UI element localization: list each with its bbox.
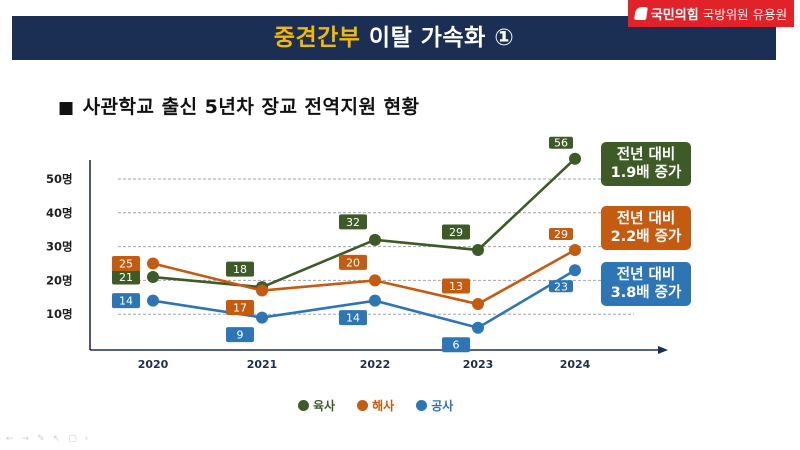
data-label: 29 <box>554 228 568 241</box>
x-tick-label: 2020 <box>138 358 169 371</box>
x-tick-label: 2022 <box>360 358 391 371</box>
legend-dot-airforce-icon <box>416 400 428 411</box>
legend-dot-navy-icon <box>357 400 369 411</box>
data-label-box <box>549 227 573 240</box>
chart-subtitle: ■ 사관학교 출신 5년차 장교 전역지원 현황 <box>58 92 420 119</box>
data-label-box <box>112 293 140 309</box>
data-label: 56 <box>554 137 568 150</box>
data-label: 23 <box>554 280 568 293</box>
legend-item-navy: 해사 <box>357 397 394 414</box>
callout-2: 전년 대비 3.8배 증가 <box>601 262 691 306</box>
data-point <box>369 294 381 307</box>
prev-slide-icon[interactable]: ← <box>6 434 14 444</box>
data-point <box>147 271 159 284</box>
next-slide-icon[interactable]: → <box>21 434 30 444</box>
callout-line1: 전년 대비 <box>616 267 676 283</box>
pen-icon[interactable]: ✎ <box>37 434 45 444</box>
data-point <box>569 152 581 165</box>
callout-line2: 2.2배 증가 <box>610 229 682 245</box>
data-labels: 21 18 32 29 56 25 17 20 13 29 14 9 14 6 23 <box>112 136 573 353</box>
legend-label-army: 육사 <box>313 399 336 413</box>
data-label-box <box>339 254 367 270</box>
x-axis-arrow-icon <box>658 346 668 354</box>
more-icon[interactable]: › <box>84 434 89 444</box>
y-tick-label: 40명 <box>46 206 73 220</box>
data-point <box>472 321 484 334</box>
pointer-icon[interactable]: ↖ <box>52 434 61 444</box>
slide-title-highlight: 중견간부 <box>273 25 361 51</box>
data-label: 14 <box>119 295 133 308</box>
callout-line2: 1.9배 증가 <box>610 165 682 181</box>
data-point <box>569 264 581 277</box>
data-point <box>472 243 484 256</box>
data-label-box <box>339 310 367 326</box>
x-tick-label: 2023 <box>463 358 494 371</box>
x-tick-label: 2024 <box>560 358 591 371</box>
data-point <box>569 243 581 256</box>
presentation-controls: ← → ✎ ↖ ▢ › <box>6 434 88 444</box>
series-lines <box>147 152 581 334</box>
data-label-box <box>112 269 140 285</box>
callout-line1: 전년 대비 <box>616 147 676 163</box>
bullet-square-icon: ■ <box>58 98 75 118</box>
data-point <box>147 257 159 270</box>
party-badge: 국민의힘 국방위원 유용원 <box>628 0 794 27</box>
party-name: 국민의힘 <box>650 8 699 23</box>
data-point <box>369 274 381 287</box>
legend-label-airforce: 공사 <box>431 399 454 413</box>
callout-line1: 전년 대비 <box>616 211 676 227</box>
slides-icon[interactable]: ▢ <box>68 434 77 444</box>
callout-line2: 3.8배 증가 <box>610 285 682 301</box>
data-label: 13 <box>449 280 463 293</box>
data-point <box>256 311 268 324</box>
legend-label-navy: 해사 <box>372 399 395 413</box>
data-label-box <box>549 280 573 293</box>
data-label: 25 <box>119 258 133 271</box>
x-tick-labels: 2020 2021 2022 2023 2024 <box>138 358 591 371</box>
data-label-box <box>226 300 254 316</box>
slide-title-rest: 이탈 가속화 ① <box>360 25 515 51</box>
data-label: 14 <box>346 312 360 325</box>
data-label-box <box>339 214 367 230</box>
data-label: 21 <box>119 271 133 284</box>
data-point <box>369 233 381 246</box>
subtitle-text: 사관학교 출신 5년차 장교 전역지원 현황 <box>82 96 420 118</box>
data-label: 20 <box>346 256 360 269</box>
x-tick-label: 2021 <box>247 358 278 371</box>
legend-item-airforce: 공사 <box>416 397 453 414</box>
data-label: 29 <box>449 226 463 239</box>
legend-item-army: 육사 <box>298 397 335 414</box>
gridlines <box>118 178 634 315</box>
y-tick-labels: 10명 20명 30명 40명 50명 <box>46 172 73 321</box>
y-tick-label: 10명 <box>46 307 73 321</box>
legend: 육사 해사 공사 <box>298 397 453 414</box>
member-name: 국방위원 유용원 <box>702 7 788 22</box>
data-point <box>472 298 484 311</box>
data-label-box <box>549 136 573 149</box>
y-tick-label: 30명 <box>46 240 73 254</box>
data-label: 9 <box>237 329 244 342</box>
data-label: 18 <box>233 263 247 276</box>
data-label-box <box>442 224 470 240</box>
data-label-box <box>442 337 470 353</box>
y-tick-label: 50명 <box>46 172 73 186</box>
callout-1: 전년 대비 2.2배 증가 <box>601 206 691 250</box>
data-label-box <box>226 261 254 277</box>
data-label: 32 <box>346 216 360 229</box>
data-label-box <box>112 256 140 271</box>
data-label-box <box>226 327 254 343</box>
legend-dot-army-icon <box>298 400 309 411</box>
axes <box>89 160 668 354</box>
data-label-box <box>442 278 470 294</box>
callout-0: 전년 대비 1.9배 증가 <box>601 142 691 186</box>
data-point <box>147 294 159 307</box>
data-label: 6 <box>453 339 460 352</box>
slide-title: 중견간부 이탈 가속화 ① <box>12 16 776 60</box>
data-label: 17 <box>233 302 247 315</box>
data-point <box>256 284 268 297</box>
y-tick-label: 20명 <box>46 273 73 287</box>
